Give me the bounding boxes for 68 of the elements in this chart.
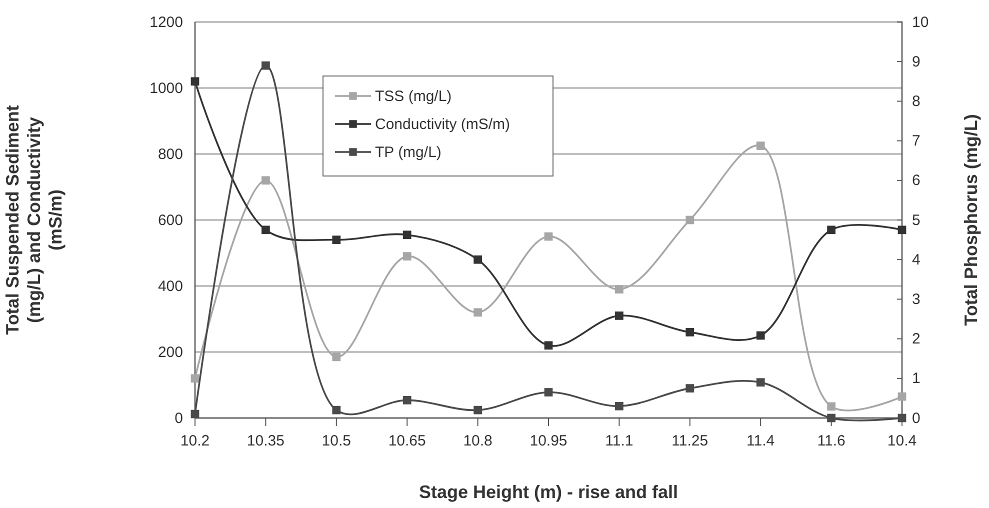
point	[615, 312, 624, 320]
legend-label: TP (mg/L)	[375, 144, 442, 161]
point	[262, 61, 270, 70]
legend-label: Conductivity (mS/m)	[375, 116, 510, 133]
y-tick-label: 1200	[150, 14, 183, 31]
point	[544, 388, 553, 396]
point	[615, 285, 624, 294]
y2-tick-label: 5	[912, 212, 920, 229]
y2-tick-label: 2	[912, 330, 920, 348]
x-tick-label: 10.2	[180, 432, 210, 450]
point	[262, 226, 270, 234]
point	[686, 328, 694, 336]
y-tick-label: 200	[158, 344, 183, 361]
x-axis-title: Stage Height (m) - rise and fall	[418, 482, 678, 502]
point	[615, 402, 624, 410]
y2-tick-label: 0	[912, 410, 920, 427]
y2-tick-label: 6	[912, 172, 920, 190]
point	[190, 77, 200, 86]
point	[898, 226, 906, 234]
point	[332, 406, 341, 414]
y-tick-label: 800	[158, 146, 183, 163]
y2-tick-label: 4	[912, 251, 920, 268]
point	[332, 352, 341, 362]
point	[827, 226, 836, 234]
x-tick-label: 10.4	[887, 432, 917, 450]
point	[190, 410, 200, 418]
y2-tick-label: 1	[912, 370, 920, 388]
legend-label: TSS (mg/L)	[375, 88, 452, 105]
point	[756, 331, 765, 340]
point	[332, 236, 341, 244]
x-tick-label: 11.1	[605, 432, 634, 450]
y-tick-label: 400	[158, 278, 183, 295]
x-tick-label: 11.4	[746, 432, 775, 450]
point	[756, 142, 765, 150]
point	[898, 414, 906, 422]
x-tick-label: 11.6	[817, 432, 846, 450]
y-axis-title: Total Suspended Sediment (mg/L) and Conductivity (mS/m)	[2, 105, 66, 335]
x-tick-label: 10.5	[322, 432, 351, 450]
point	[402, 230, 412, 240]
y2-axis-title: Total Phosphorus (mg/L)	[961, 114, 981, 326]
y2-tick-label: 3	[912, 291, 920, 308]
y2-tick-label: 9	[912, 53, 920, 70]
point	[827, 414, 836, 422]
x-tick-label: 11.25	[672, 432, 708, 450]
point	[402, 396, 412, 404]
x-tick-label: 10.65	[388, 432, 426, 450]
x-tick-label: 10.95	[530, 432, 568, 450]
point	[686, 384, 694, 392]
y2-tick-label: 8	[912, 93, 920, 110]
y2-tick-label: 7	[912, 132, 920, 150]
point	[756, 378, 765, 387]
point	[544, 341, 553, 350]
point	[544, 232, 553, 241]
point	[827, 402, 836, 411]
point	[898, 392, 906, 401]
point	[190, 374, 200, 383]
y2-tick-label: 10	[912, 14, 929, 31]
point	[474, 308, 482, 317]
y-tick-label: 0	[174, 410, 183, 427]
y-tick-label: 1000	[150, 80, 183, 97]
x-tick-label: 10.35	[246, 432, 284, 450]
point	[402, 252, 412, 260]
x-tick-label: 10.8	[463, 432, 492, 450]
y-tick-label: 600	[158, 212, 183, 229]
point	[474, 406, 482, 414]
point	[474, 255, 482, 264]
point	[686, 216, 694, 224]
point	[262, 176, 270, 185]
